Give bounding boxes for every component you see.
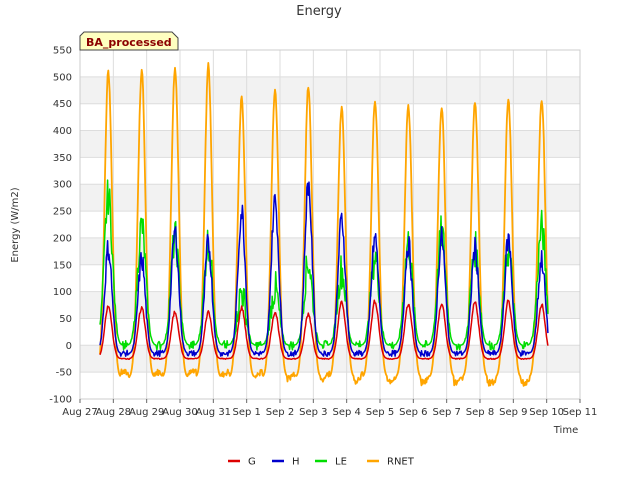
processing-badge: BA_processed bbox=[79, 31, 179, 51]
y-tick-label: 50 bbox=[59, 314, 72, 325]
x-axis-label: Time bbox=[553, 425, 578, 436]
legend-label-h: H bbox=[292, 457, 300, 468]
background-band bbox=[80, 291, 580, 319]
x-tick-label: Sep 4 bbox=[332, 407, 360, 418]
legend-label-rnet: RNET bbox=[387, 457, 415, 468]
background-band bbox=[80, 130, 580, 158]
y-tick-label: 350 bbox=[53, 153, 72, 164]
chart-title: Energy bbox=[296, 4, 342, 19]
background-band bbox=[80, 76, 580, 104]
series-line-rnet bbox=[99, 62, 549, 387]
x-tick-label: Sep 2 bbox=[266, 407, 294, 418]
y-tick-label: 300 bbox=[53, 180, 72, 191]
series-line-g bbox=[99, 299, 549, 361]
y-axis-label: Energy (W/m2) bbox=[10, 187, 21, 262]
badge-box bbox=[79, 31, 179, 51]
legend: G H LE RNET bbox=[228, 457, 415, 468]
series-group bbox=[99, 62, 549, 387]
y-tick-label: 550 bbox=[53, 46, 72, 57]
x-tick-label: Sep 11 bbox=[563, 407, 598, 418]
background-bands bbox=[80, 76, 580, 373]
x-tick-label: Sep 1 bbox=[232, 407, 260, 418]
x-tick-label: Sep 8 bbox=[466, 407, 494, 418]
x-tick-label: Sep 9 bbox=[499, 407, 527, 418]
y-tick-label: 150 bbox=[53, 260, 72, 271]
x-tick-label: Aug 29 bbox=[129, 407, 164, 418]
y-tick-label: 400 bbox=[53, 126, 72, 137]
x-tick-label: Sep 3 bbox=[299, 407, 327, 418]
y-tick-label: 100 bbox=[53, 287, 72, 298]
x-tick-label: Aug 27 bbox=[62, 407, 97, 418]
y-tick-label: -100 bbox=[49, 395, 72, 406]
y-tick-label: 200 bbox=[53, 233, 72, 244]
y-tick-label: 500 bbox=[53, 72, 72, 83]
y-tick-label: 0 bbox=[66, 341, 72, 352]
x-tick-label: Aug 31 bbox=[196, 407, 231, 418]
background-band bbox=[80, 237, 580, 265]
background-band bbox=[80, 184, 580, 212]
y-tick-label: 450 bbox=[53, 99, 72, 110]
x-tick-label: Sep 10 bbox=[529, 407, 564, 418]
x-tick-label: Aug 28 bbox=[96, 407, 131, 418]
legend-label-le: LE bbox=[335, 457, 347, 468]
x-tick-label: Sep 7 bbox=[432, 407, 460, 418]
x-tick-label: Sep 5 bbox=[366, 407, 394, 418]
legend-label-g: G bbox=[248, 457, 256, 468]
series-line-h bbox=[99, 181, 549, 358]
plot-frame bbox=[79, 49, 581, 400]
y-tick-label: 250 bbox=[53, 207, 72, 218]
badge-label: BA_processed bbox=[86, 36, 172, 49]
y-tick-label: -50 bbox=[56, 368, 72, 379]
y-tick-labels: -100 -50 0 50 100 150 200 250 300 350 400 450 500 550 bbox=[49, 46, 72, 406]
x-tick-label: Aug 30 bbox=[162, 407, 197, 418]
x-tick-label: Sep 6 bbox=[399, 407, 427, 418]
